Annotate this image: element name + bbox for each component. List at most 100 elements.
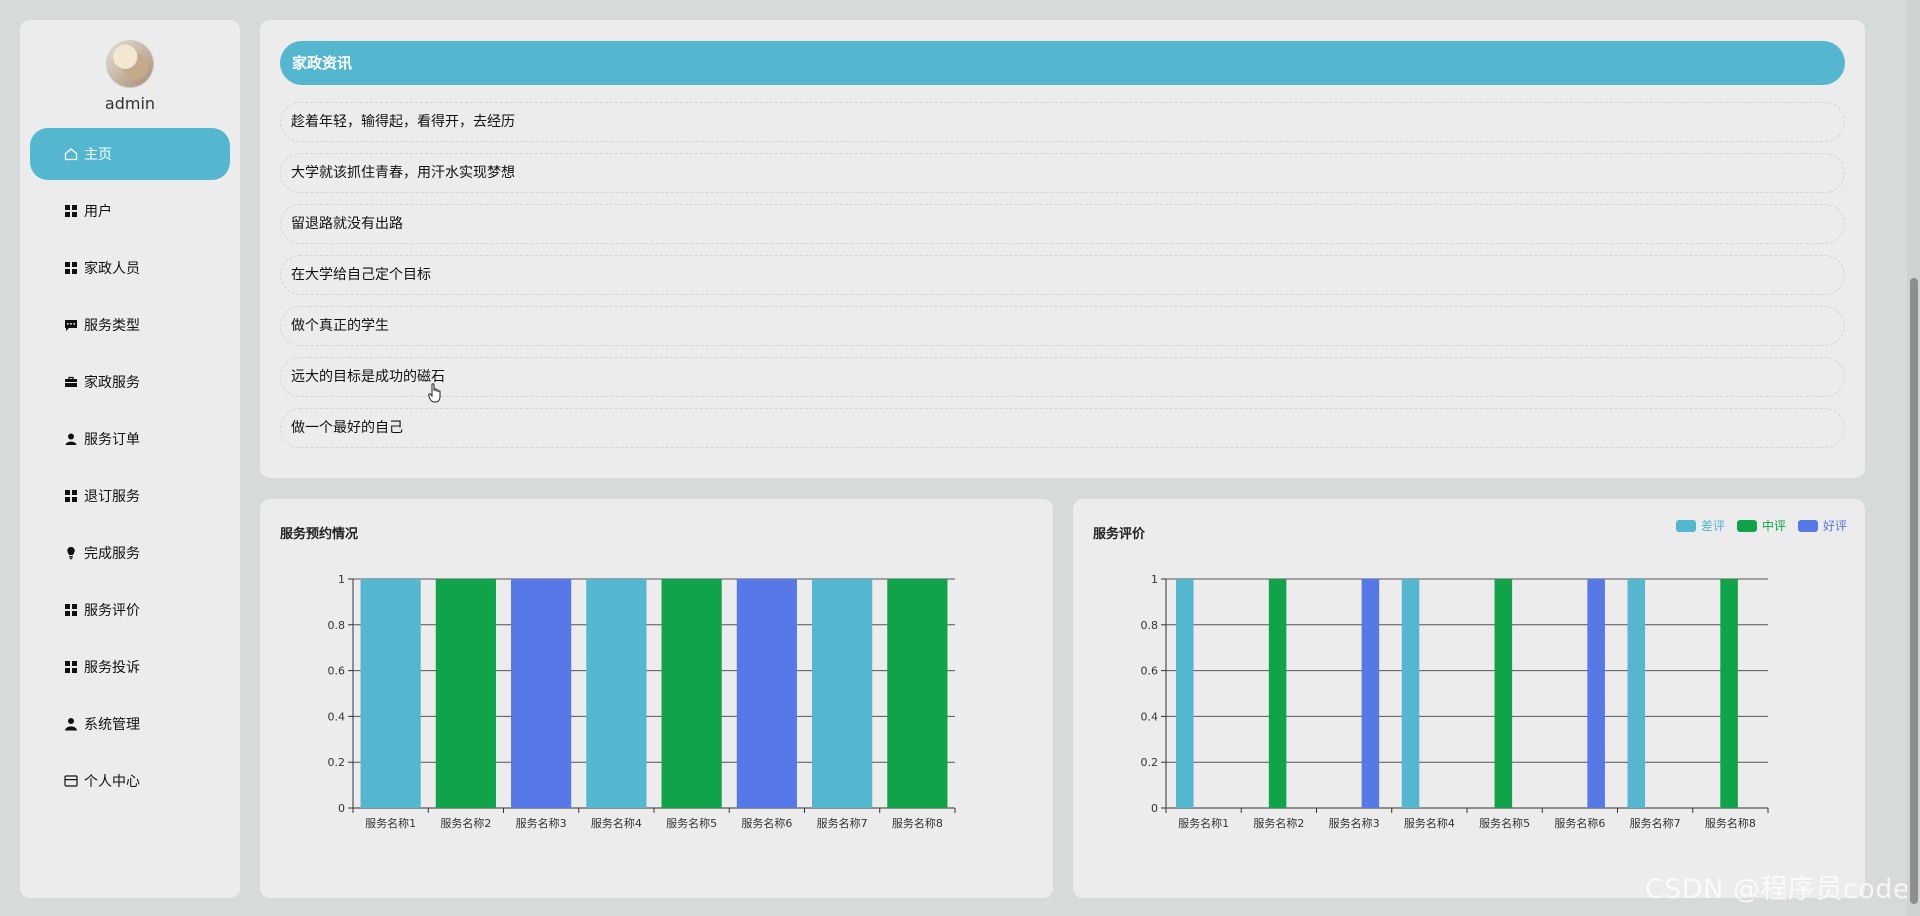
y-tick-label: 0.2 — [328, 756, 346, 769]
user-icon — [64, 432, 78, 446]
scrollbar-thumb[interactable] — [1910, 278, 1918, 904]
news-item[interactable]: 做一个最好的自己 — [280, 408, 1845, 448]
bar — [1268, 579, 1287, 808]
booking-chart: 0 0.2 0.4 0.6 0.8 1 服务名称1 服务名称2 服务名称3 服务名称4 服务名称5 服… — [328, 573, 956, 830]
x-tick-label: 服务名称2 — [440, 816, 491, 830]
sidebar-item-3[interactable]: 家政人员 — [30, 242, 230, 294]
y-tick-label: 0.8 — [328, 619, 346, 632]
bar — [887, 579, 948, 808]
sidebar-item-8[interactable]: 完成服务 — [30, 527, 230, 579]
news-list: 趁着年轻，输得起，看得开，去经历 大学就该抓住青春，用汗水实现梦想 留退路就没有出路… — [280, 102, 1845, 459]
legend-swatch — [1736, 519, 1757, 532]
sidebar-item-7[interactable]: 退订服务 — [30, 470, 230, 522]
x-tick-label: 服务名称5 — [1479, 816, 1530, 830]
sidebar-item-1[interactable]: 主页 — [30, 128, 230, 180]
sidebar-item-11[interactable]: 系统管理 — [30, 698, 230, 750]
x-tick-label: 服务名称3 — [516, 816, 567, 830]
y-tick-label: 0 — [338, 802, 345, 815]
briefcase-icon — [64, 375, 78, 389]
x-tick-label: 服务名称5 — [666, 816, 717, 830]
bar — [1361, 579, 1380, 808]
x-tick-label: 服务名称4 — [1404, 816, 1455, 830]
x-tick-label: 服务名称6 — [741, 816, 792, 830]
x-tick-label: 服务名称8 — [1705, 816, 1756, 830]
bar — [736, 579, 797, 808]
bar — [661, 579, 722, 808]
sidebar-menu: 主页用户家政人员服务类型家政服务服务订单退订服务完成服务服务评价服务投诉系统管理… — [30, 128, 230, 812]
legend-label: 中评 — [1761, 519, 1786, 533]
sidebar-item-label: 主页 — [84, 147, 112, 163]
x-tick-label: 服务名称4 — [591, 816, 642, 830]
y-tick-label: 0.4 — [328, 710, 346, 723]
bar — [1401, 579, 1420, 808]
bar — [511, 579, 572, 808]
bulb-icon — [64, 546, 78, 560]
news-title: 家政资讯 — [280, 41, 1845, 85]
rating-chart: 0 0.2 0.4 0.6 0.8 1 服务名称1 服务名称2 服务名称3 服务名称4 服务名称5 服… — [1141, 573, 1769, 830]
y-tick-label: 0.6 — [328, 665, 346, 678]
news-item[interactable]: 趁着年轻，输得起，看得开，去经历 — [280, 102, 1845, 142]
sidebar-item-10[interactable]: 服务投诉 — [30, 641, 230, 693]
sidebar-item-label: 家政人员 — [84, 261, 140, 277]
grid-icon — [64, 204, 78, 218]
sidebar-item-label: 家政服务 — [84, 375, 140, 391]
card-icon — [64, 774, 78, 788]
sidebar-item-label: 服务类型 — [84, 318, 140, 334]
y-tick-label: 0 — [1151, 802, 1158, 815]
sidebar-item-label: 完成服务 — [84, 546, 140, 562]
legend-item[interactable]: 差评 — [1675, 517, 1725, 534]
home-icon — [64, 147, 78, 161]
news-item[interactable]: 留退路就没有出路 — [280, 204, 1845, 244]
bar — [360, 579, 421, 808]
sidebar-item-label: 服务投诉 — [84, 660, 140, 676]
news-item[interactable]: 在大学给自己定个目标 — [280, 255, 1845, 295]
y-tick-label: 0.8 — [1141, 619, 1159, 632]
y-tick-label: 0.6 — [1141, 665, 1159, 678]
sidebar-item-12[interactable]: 个人中心 — [30, 755, 230, 807]
grid-icon — [64, 489, 78, 503]
x-tick-label: 服务名称1 — [1178, 816, 1229, 830]
y-tick-label: 1 — [338, 573, 345, 586]
bar — [1627, 579, 1646, 808]
x-tick-label: 服务名称7 — [817, 816, 868, 830]
person-icon — [64, 717, 78, 731]
sidebar-item-label: 退订服务 — [84, 489, 140, 505]
booking-chart-title: 服务预约情况 — [280, 527, 359, 542]
y-tick-label: 1 — [1151, 573, 1158, 586]
sidebar-item-label: 用户 — [84, 204, 112, 220]
y-tick-label: 0.2 — [1141, 756, 1159, 769]
avatar[interactable] — [106, 40, 154, 88]
bar — [1494, 579, 1513, 808]
bar — [435, 579, 496, 808]
legend-swatch — [1797, 519, 1818, 532]
news-item[interactable]: 远大的目标是成功的磁石 — [280, 357, 1845, 397]
x-tick-label: 服务名称6 — [1554, 816, 1605, 830]
message-icon — [64, 318, 78, 332]
sidebar-item-4[interactable]: 服务类型 — [30, 299, 230, 351]
sidebar-item-label: 系统管理 — [84, 717, 140, 733]
sidebar: admin 主页用户家政人员服务类型家政服务服务订单退订服务完成服务服务评价服务… — [20, 20, 240, 898]
watermark: CSDN @程序员code — [1644, 874, 1910, 905]
sidebar-item-5[interactable]: 家政服务 — [30, 356, 230, 408]
bar — [586, 579, 647, 808]
news-panel: 家政资讯 趁着年轻，输得起，看得开，去经历 大学就该抓住青春，用汗水实现梦想 留退路… — [260, 20, 1865, 478]
sidebar-item-6[interactable]: 服务订单 — [30, 413, 230, 465]
sidebar-item-9[interactable]: 服务评价 — [30, 584, 230, 636]
legend-item[interactable]: 中评 — [1736, 517, 1786, 534]
rating-chart-legend: 差评 中评 好评 — [1675, 517, 1847, 534]
sidebar-item-label: 服务订单 — [84, 432, 140, 448]
username: admin — [104, 94, 156, 113]
grid-icon — [64, 603, 78, 617]
x-tick-label: 服务名称8 — [892, 816, 943, 830]
bar — [1587, 579, 1605, 808]
y-tick-label: 0.4 — [1141, 710, 1159, 723]
sidebar-item-2[interactable]: 用户 — [30, 185, 230, 237]
legend-label: 差评 — [1700, 519, 1725, 533]
news-item[interactable]: 大学就该抓住青春，用汗水实现梦想 — [280, 153, 1845, 193]
x-tick-label: 服务名称3 — [1329, 816, 1380, 830]
legend-item[interactable]: 好评 — [1797, 517, 1847, 534]
legend-label: 好评 — [1822, 519, 1847, 533]
news-item[interactable]: 做个真正的学生 — [280, 306, 1845, 346]
sidebar-item-label: 个人中心 — [84, 774, 140, 790]
page-scrollbar[interactable] — [1907, 0, 1920, 916]
